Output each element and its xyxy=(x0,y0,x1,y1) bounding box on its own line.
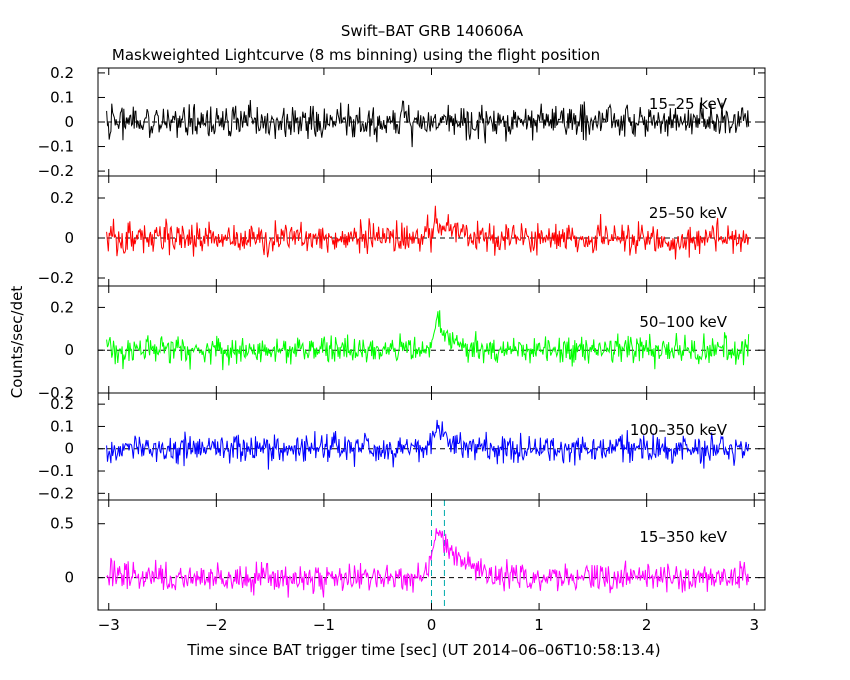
y-tick-label: 0.2 xyxy=(50,298,74,316)
band-label: 25–50 keV xyxy=(649,204,728,222)
panel-4: 0.2 0.1 0 −0.1 −0.2 100–350 keV xyxy=(38,392,766,502)
x-axis-label: Time since BAT trigger time [sec] (UT 20… xyxy=(186,641,660,659)
y-tick-label: −0.2 xyxy=(38,384,74,402)
x-tick-label: 2 xyxy=(642,616,652,634)
y-tick-label: 0.2 xyxy=(50,395,74,413)
x-tick-label: −2 xyxy=(205,616,227,634)
series-line-4 xyxy=(106,419,750,470)
x-tick-label: −3 xyxy=(98,616,120,634)
y-tick-label: 0.1 xyxy=(50,88,74,106)
panel-3: 0.2 0 −0.2 50–100 keV xyxy=(38,285,766,402)
y-tick-label: −0.2 xyxy=(38,162,74,180)
chart-subtitle: Maskweighted Lightcurve (8 ms binning) u… xyxy=(112,46,600,64)
y-tick-label: 0.2 xyxy=(50,189,74,207)
y-tick-label: −0.2 xyxy=(38,484,74,502)
panel-2: 0.2 0 −0.2 25–50 keV xyxy=(38,175,766,287)
panel-frame xyxy=(97,285,766,394)
y-tick-label: 0.5 xyxy=(50,515,74,533)
y-tick-label: 0 xyxy=(64,569,74,587)
y-tick-label: 0 xyxy=(64,341,74,359)
series-line-3 xyxy=(106,310,750,371)
panel-1: 0.2 0.1 0 −0.1 −0.2 15–25 keV xyxy=(38,64,766,180)
x-tick-label: 3 xyxy=(749,616,759,634)
y-tick-label: −0.1 xyxy=(38,138,74,156)
band-label: 15–350 keV xyxy=(639,528,727,546)
panel-5: 0.5 0 15–350 keV xyxy=(50,499,766,611)
y-tick-label: 0 xyxy=(64,229,74,247)
y-tick-label: 0 xyxy=(64,113,74,131)
series-line-5 xyxy=(106,528,750,598)
x-tick-label: 1 xyxy=(534,616,544,634)
y-tick-label: 0.2 xyxy=(50,64,74,82)
y-axis-label: Counts/sec/det xyxy=(8,286,26,399)
x-tick-label: −1 xyxy=(313,616,335,634)
band-label: 100–350 keV xyxy=(630,421,728,439)
y-tick-label: −0.1 xyxy=(38,462,74,480)
y-tick-label: 0.1 xyxy=(50,417,74,435)
band-label: 15–25 keV xyxy=(649,95,728,113)
y-tick-label: −0.2 xyxy=(38,269,74,287)
x-tick-label: 0 xyxy=(427,616,437,634)
chart-title: Swift–BAT GRB 140606A xyxy=(341,22,524,40)
y-tick-label: 0 xyxy=(64,440,74,458)
band-label: 50–100 keV xyxy=(639,313,727,331)
series-line-2 xyxy=(106,205,750,260)
series-line-1 xyxy=(106,99,750,148)
x-axis: −3 −2 −1 0 1 2 3 xyxy=(98,616,759,634)
panels-group: 0.2 0.1 0 −0.1 −0.2 15–25 keV 0.2 0 −0.2 25–50 ke… xyxy=(38,64,766,611)
